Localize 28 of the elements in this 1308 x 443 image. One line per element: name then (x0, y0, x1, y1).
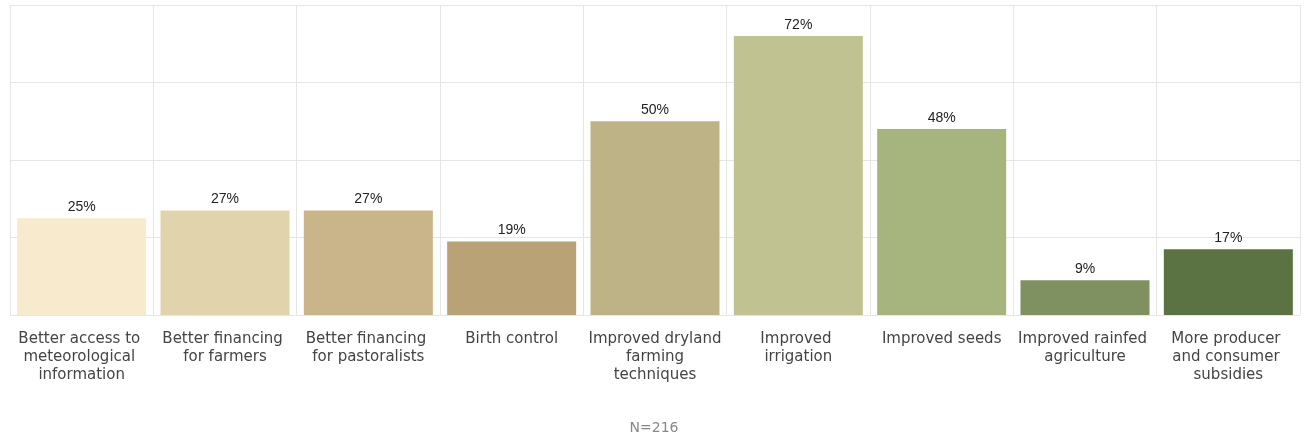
data-label: 72% (784, 16, 813, 32)
data-label: 25% (67, 198, 96, 215)
bar (1163, 249, 1293, 315)
data-label: 27% (210, 190, 240, 207)
x-tick-label: Improved seeds (881, 329, 1002, 347)
bar (877, 129, 1007, 315)
bar (447, 241, 577, 315)
bar (590, 121, 720, 315)
bar (1020, 280, 1150, 315)
data-label: 50% (640, 101, 670, 118)
bar (303, 210, 433, 315)
text: N=216 (629, 419, 679, 435)
data-label: 48% (927, 109, 956, 125)
x-tick-label: Improved rainfed agriculture (1018, 329, 1152, 365)
bar (733, 36, 863, 315)
data-label: 19% (497, 221, 526, 238)
data-label: 17% (1214, 229, 1243, 246)
data-label: 9% (1074, 260, 1096, 277)
data-label: 27% (354, 190, 383, 207)
x-tick-label: Improved dryland farming techniques (588, 329, 722, 383)
bar (17, 218, 147, 315)
x-tick-label: Better financing for pastoralists (305, 329, 431, 365)
x-tick-label: Birth control (465, 329, 559, 347)
x-tick-label: Better financing for farmers (162, 329, 288, 365)
x-tick-label: Better access to meteorological information (18, 329, 145, 383)
x-tick-label: More producer and consumer subsidies (1171, 329, 1286, 383)
bar (160, 210, 290, 315)
x-tick-label: Improved irrigation (760, 329, 837, 365)
